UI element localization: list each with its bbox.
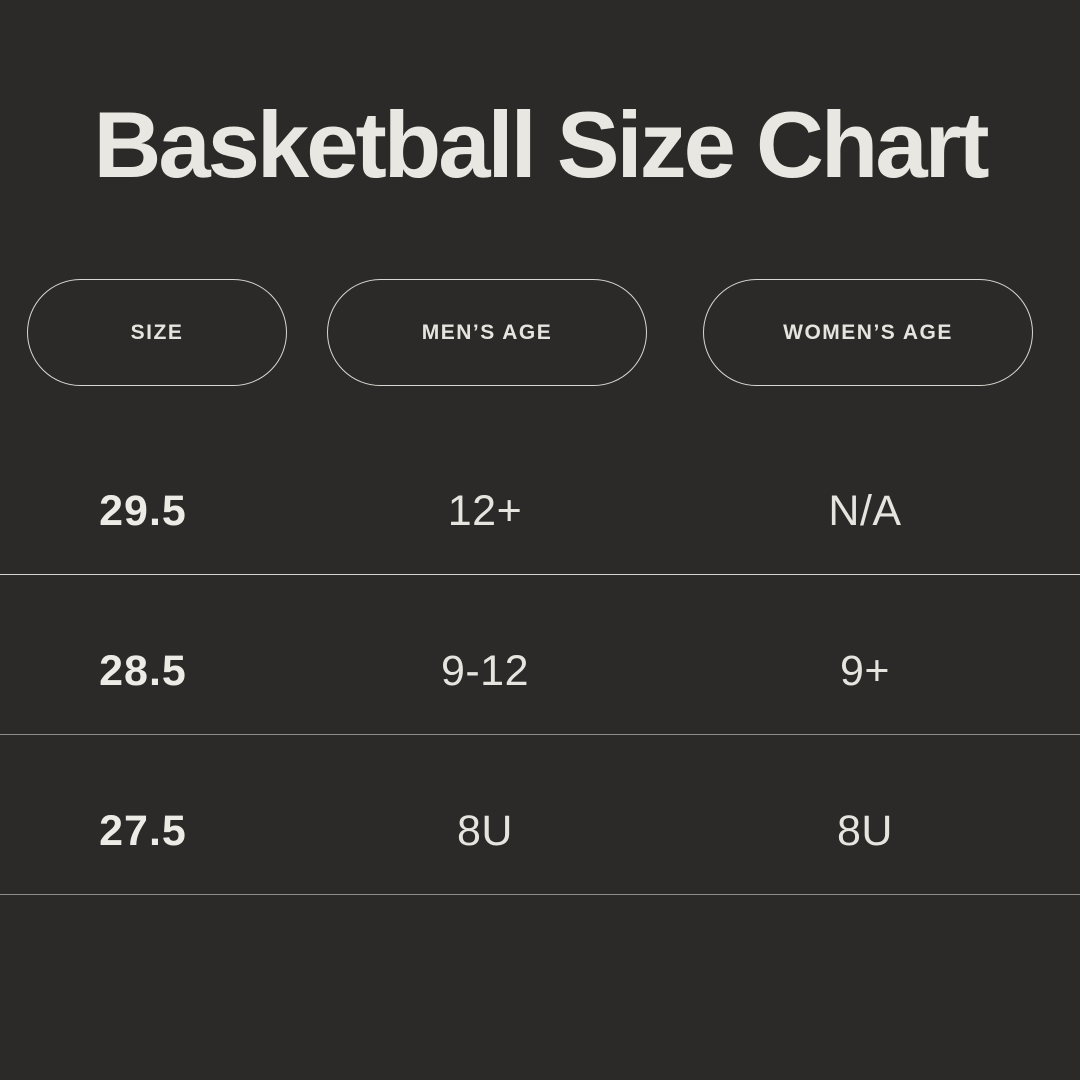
womens-age-value: 8U <box>837 807 893 855</box>
page-title: Basketball Size Chart <box>93 92 989 197</box>
column-header-pill-size: SIZE <box>27 279 287 386</box>
column-header-pill-mens-age: MEN’S AGE <box>327 279 647 386</box>
mens-age-value: 12+ <box>447 487 523 535</box>
mens-age-value: 8U <box>457 807 513 855</box>
table-row: 27.5 8U 8U <box>0 735 1080 895</box>
size-value: 27.5 <box>99 807 187 855</box>
table-row: 29.5 12+ N/A <box>0 415 1080 575</box>
column-header-label-mens-age: MEN’S AGE <box>421 320 553 344</box>
size-table: 29.5 12+ N/A 28.5 9-12 9+ 27.5 8U 8U <box>0 415 1080 895</box>
column-header-label-womens-age: WOMEN’S AGE <box>783 320 953 344</box>
column-header-pill-womens-age: WOMEN’S AGE <box>703 279 1033 386</box>
size-value: 29.5 <box>99 487 187 535</box>
mens-age-value: 9-12 <box>440 647 530 695</box>
column-header-label-size: SIZE <box>130 320 184 344</box>
table-row: 28.5 9-12 9+ <box>0 575 1080 735</box>
size-value: 28.5 <box>99 647 187 695</box>
womens-age-value: 9+ <box>839 647 891 695</box>
womens-age-value: N/A <box>828 487 902 535</box>
